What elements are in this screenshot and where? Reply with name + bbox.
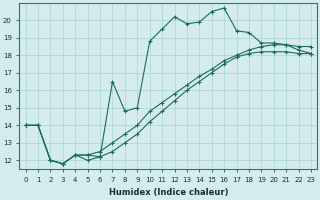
X-axis label: Humidex (Indice chaleur): Humidex (Indice chaleur) <box>108 188 228 197</box>
